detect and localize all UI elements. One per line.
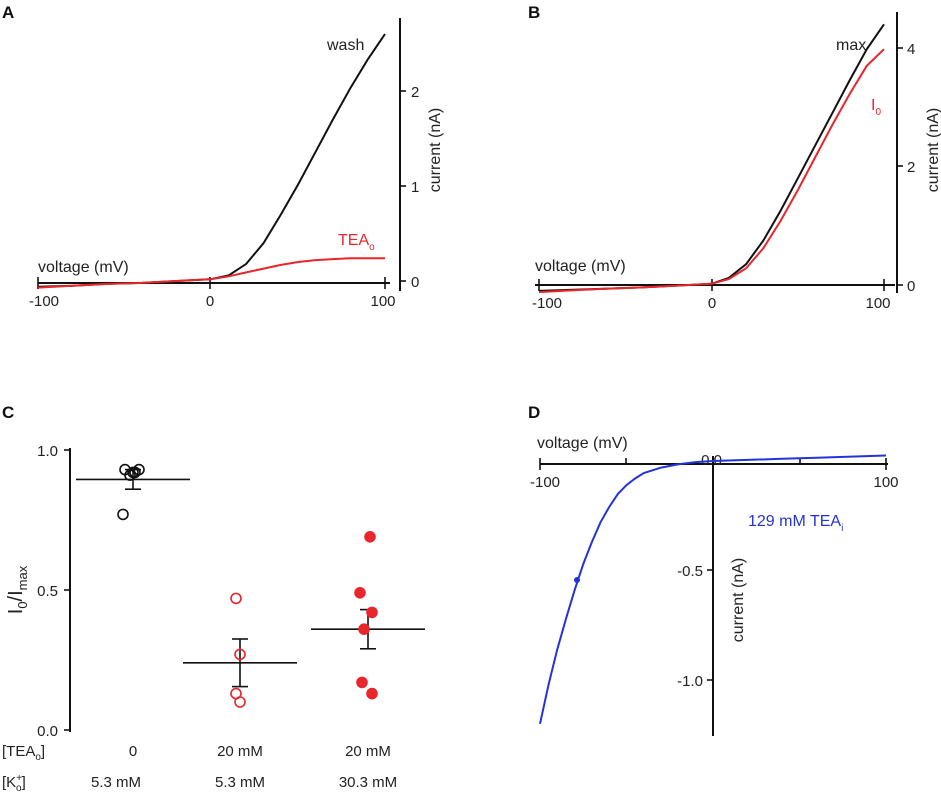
panel-d-data-dot (574, 577, 580, 583)
panel-c-ytick-label: 1.0 (37, 443, 58, 460)
panel-b-ytick-label: 2 (907, 159, 915, 176)
panel-c-data-point (234, 648, 246, 661)
panel-a: A -100 0 100 0 1 2 voltage (mV) current … (2, 3, 444, 310)
panel-c-data-point (230, 592, 242, 605)
panel-c-y-label-sub1: max (15, 565, 30, 590)
panel-c-data-point (364, 530, 376, 543)
panel-b-xtick-label: 100 (865, 295, 890, 312)
panel-b-series-max (538, 23, 885, 292)
panel-c-row-label-tea: [TEAo] (2, 743, 45, 763)
panel-d-legend-teai-main: 129 mM TEA (748, 513, 841, 530)
panel-d-ytick-label: -1.0 (677, 673, 703, 690)
panel-c-row-label-k: [K+ o] (2, 773, 26, 794)
panel-c-y-label-div: /I (5, 590, 27, 601)
panel-c-k-value: 5.3 mM (91, 774, 141, 791)
panel-d-xtick-label: 100 (873, 474, 898, 491)
panel-c-tea-value: 0 (129, 743, 137, 760)
panel-b-letter: B (528, 3, 540, 22)
panel-c-data-point (117, 508, 129, 521)
panel-c-row-label-k-end: ] (22, 774, 26, 791)
panel-a-legend-teao-sub: o (369, 242, 375, 253)
panel-b: B -100 0 100 0 2 4 voltage (mV) current … (528, 3, 941, 312)
panel-a-ytick-label: 0 (411, 274, 419, 291)
panel-c-row-label-tea-main: [TEA (2, 743, 35, 760)
panel-c-data-point (124, 469, 136, 482)
panel-c-row-label-k-sub: o (16, 783, 22, 794)
panel-c-letter: C (2, 403, 14, 422)
panel-b-ytick-label: 4 (907, 41, 915, 58)
panel-c-y-label-main: I (5, 609, 27, 615)
panel-a-legend-teao: TEAo (338, 232, 375, 253)
panel-c-row-label-tea-end: ] (41, 743, 45, 760)
panel-c-data-point (127, 466, 139, 479)
panel-c: C 1.0 0.5 0.0 I0/Imax [TEAo] [K+ o] 0 20 … (2, 403, 425, 794)
panel-a-xtick-label: 100 (370, 293, 395, 310)
panel-b-ytick-label: 0 (907, 278, 915, 295)
panel-b-legend-i0-sub: 0 (875, 107, 881, 118)
panel-b-y-label: current (nA) (925, 108, 941, 192)
panel-c-data-point (356, 676, 368, 689)
panel-a-ytick-label: 2 (411, 84, 419, 101)
panel-a-ytick-label: 1 (411, 179, 419, 196)
panel-d-legend-teai-sub: i (841, 523, 843, 534)
panel-d-legend-teai: 129 mM TEAi (748, 513, 843, 534)
panel-c-tea-value: 20 mM (345, 743, 391, 760)
panel-c-y-label: I0/Imax (5, 565, 30, 614)
panel-b-series-i0 (538, 48, 885, 294)
panel-c-ytick-label: 0.5 (37, 583, 58, 600)
panel-b-legend-i0: I0 (871, 97, 881, 118)
panel-c-k-value: 30.3 mM (339, 774, 397, 791)
panel-d-x-label: voltage (mV) (537, 435, 628, 452)
panel-c-y-label-sub0: 0 (15, 601, 30, 608)
panel-c-ytick-label: 0.0 (37, 723, 58, 740)
panel-b-xtick-label: -100 (532, 295, 562, 312)
panel-c-data-point (358, 623, 370, 636)
panel-a-x-label: voltage (mV) (38, 259, 129, 276)
panel-b-legend-max: max (836, 37, 866, 54)
panel-c-tea-value: 20 mM (217, 743, 263, 760)
panel-a-xtick-label: -100 (29, 293, 59, 310)
panel-d-xtick-label: -100 (530, 474, 560, 491)
panel-c-data-point (234, 696, 246, 708)
panel-b-legend-i0-main: I (871, 97, 875, 114)
panel-c-row-label-tea-sub: o (35, 752, 41, 763)
panel-a-legend-teao-main: TEA (338, 232, 369, 249)
panel-d: D -100 0.0 100 -0.5 -1.0 voltage (mV) cu… (528, 403, 899, 736)
panel-d-y-label: current (nA) (730, 558, 747, 642)
panel-c-data-point (133, 463, 145, 476)
panel-c-data-marks (76, 463, 425, 708)
panel-d-letter: D (528, 403, 540, 422)
panel-c-data-point (366, 687, 378, 700)
panel-c-data-point (366, 606, 378, 619)
panel-b-xtick-label: 0 (708, 295, 716, 312)
panel-d-series-teai (539, 454, 887, 725)
panel-a-legend-wash: wash (326, 37, 364, 54)
panel-d-ytick-label: -0.5 (677, 563, 703, 580)
panel-a-series-wash (37, 33, 386, 288)
panel-a-letter: A (2, 3, 14, 22)
panel-a-series-teao (37, 257, 385, 289)
panel-c-data-point (354, 586, 366, 599)
panel-c-row-label-k-sup: + (16, 773, 22, 784)
panel-a-y-label: current (nA) (427, 108, 444, 192)
panel-a-xtick-label: 0 (206, 293, 214, 310)
panel-c-k-value: 5.3 mM (215, 774, 265, 791)
panel-b-x-label: voltage (mV) (535, 258, 626, 275)
panel-c-row-label-k-main: [K (2, 774, 16, 791)
